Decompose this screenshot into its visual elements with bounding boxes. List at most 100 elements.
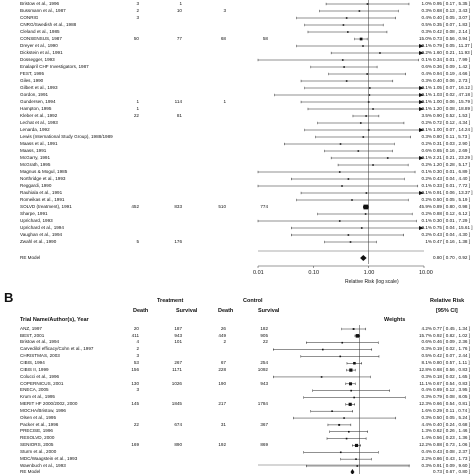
point-estimate-box	[349, 382, 353, 386]
study-rr-ci: 0.73 [ 0.56 , 0.94 ]	[433, 35, 471, 41]
study-weight: 0.1%	[421, 98, 432, 104]
study-weight: 0.1%	[421, 182, 432, 188]
control-survival: 869	[260, 442, 268, 448]
study-name: Dickstein et al., 1991	[20, 49, 63, 55]
point-estimate-box	[353, 396, 355, 399]
study-rr-ci: 0.50 [ 0.05 , 5.19 ]	[433, 196, 471, 202]
point-estimate-box	[345, 437, 348, 440]
study-weight: 0.4%	[421, 70, 432, 76]
point-estimate-box	[347, 234, 350, 236]
study-rr-ci: 0.92 [ 0.82 , 1.02 ]	[433, 332, 471, 338]
study-rr-ci: 0.79 [ 0.08 , 8.05 ]	[433, 394, 471, 400]
study-name: Vaughan et al., 1994	[20, 231, 63, 237]
treatment-survival: 77	[176, 35, 182, 41]
study-weight: 12.3%	[418, 401, 432, 407]
point-estimate-box	[348, 402, 352, 406]
study-rr-ci: 0.56 [ 0.23 , 1.36 ]	[433, 435, 471, 441]
study-weight: 0.3%	[421, 346, 432, 352]
study-rr-ci: 0.66 [ 0.54 , 0.81 ]	[433, 401, 471, 407]
ci-arrow-right	[419, 191, 424, 195]
point-estimate-box	[366, 73, 368, 75]
study-name: CNRG/Swedish et al., 1988	[20, 21, 77, 27]
study-weight: 0.1%	[421, 105, 432, 111]
study-rr-ci: 1.20 [ 0.08 , 18.89 ]	[433, 105, 473, 111]
point-estimate-box	[372, 164, 374, 166]
point-estimate-box	[347, 31, 349, 33]
study-name: McGrath, 1995	[20, 161, 51, 167]
control-survival: 1092	[257, 366, 268, 372]
study-weight: 3.5%	[421, 112, 432, 118]
study-name: Dreyer et al., 1990	[20, 42, 58, 48]
treatment-death: 3	[136, 387, 139, 393]
study-rr-ci: 0.88 [ 0.73 , 1.06 ]	[433, 442, 471, 448]
point-estimate-box	[338, 423, 341, 426]
treatment-death: 5	[136, 238, 139, 244]
study-weight: 45.9%	[418, 203, 432, 209]
summary-diamond	[360, 255, 367, 261]
study-weight: 2.2%	[421, 455, 432, 461]
treatment-survival: 267	[174, 359, 182, 365]
treatment-death: 156	[131, 366, 139, 372]
study-weight: 0.2%	[421, 231, 432, 237]
study-weight: 0.1%	[421, 56, 432, 62]
point-estimate-box	[349, 241, 352, 243]
point-estimate-box	[342, 24, 345, 26]
control-death: 228	[218, 366, 226, 372]
study-weight: 0.2%	[421, 175, 432, 181]
trial-header: Trial Name/Author(s), Year	[20, 317, 89, 323]
study-weight: 15.7%	[418, 332, 432, 338]
point-estimate-box	[364, 213, 367, 215]
ci95-header: [95% CI]	[436, 308, 458, 314]
point-estimate-box	[341, 185, 343, 187]
point-estimate-box	[362, 45, 364, 47]
point-estimate-box	[348, 430, 350, 433]
study-weight: 1%	[425, 238, 432, 244]
study-name: Uprichard et al., 1994	[20, 224, 64, 230]
point-estimate-box	[345, 80, 348, 82]
control-death: 1	[223, 98, 226, 104]
point-estimate-box	[339, 355, 342, 358]
study-rr-ci: 0.68 [ 0.56 , 0.83 ]	[433, 366, 471, 372]
study-rr-ci: 0.62 [ 0.26 , 1.46 ]	[433, 428, 471, 434]
treatment-survival: 833	[174, 203, 182, 209]
study-weight: 0.1%	[421, 84, 432, 90]
point-estimate-box	[355, 334, 360, 338]
point-estimate-box	[363, 204, 369, 210]
point-estimate-box	[360, 227, 363, 229]
study-rr-ci: 2.21 [ 0.21 , 23.29 ]	[433, 154, 473, 160]
study-rr-ci: 0.88 [ 0.12 , 6.12 ]	[433, 210, 471, 216]
treatment-death: 2	[136, 346, 139, 352]
study-rr-ci: 0.86 [ 0.43 , 1.73 ]	[433, 455, 471, 461]
x-axis-label: Relative Risk (log scale)	[345, 279, 399, 285]
study-weight: 1.0%	[421, 0, 432, 6]
control-death: 190	[218, 380, 226, 386]
study-rr-ci: 0.42 [ 0.07 , 2.44 ]	[433, 353, 471, 359]
treatment-death: 4	[136, 339, 139, 345]
study-weight: 0.1%	[421, 42, 432, 48]
study-name: Lewis (International Study Group), 1988/…	[20, 133, 113, 139]
study-weight: 12.2%	[418, 442, 432, 448]
treatment-death: 53	[133, 359, 139, 365]
treatment-header: Treatment	[157, 298, 184, 304]
study-weight: 0.3%	[421, 394, 432, 400]
study-name: COPERNICUS, 2001	[20, 380, 64, 386]
study-rr-ci: 0.33 [ 0.01 , 7.72 ]	[433, 182, 471, 188]
point-estimate-box	[338, 220, 341, 222]
study-name: Maass, 1991	[20, 147, 47, 153]
study-rr-ci: 0.46 [ 0.09 , 2.36 ]	[433, 339, 471, 345]
treatment-death: 411	[131, 332, 139, 338]
ci-arrow-right	[419, 44, 424, 48]
control-death: 3	[223, 7, 226, 13]
point-estimate-box	[339, 451, 342, 454]
study-name: Reggardi, 1990	[20, 182, 52, 188]
treatment-survival: 114	[174, 98, 182, 104]
study-name: CIBIS, 1994	[20, 359, 45, 365]
study-name: MERIT HF 2000/2002, 2000	[20, 401, 78, 407]
control-death: 31	[220, 421, 226, 427]
treatment-death: 22	[133, 421, 139, 427]
study-weight: 0.6%	[421, 339, 432, 345]
treatment-survival: 176	[174, 238, 182, 244]
study-name: Maass et al., 1991	[20, 140, 58, 146]
treatment-death: 145	[131, 401, 139, 407]
